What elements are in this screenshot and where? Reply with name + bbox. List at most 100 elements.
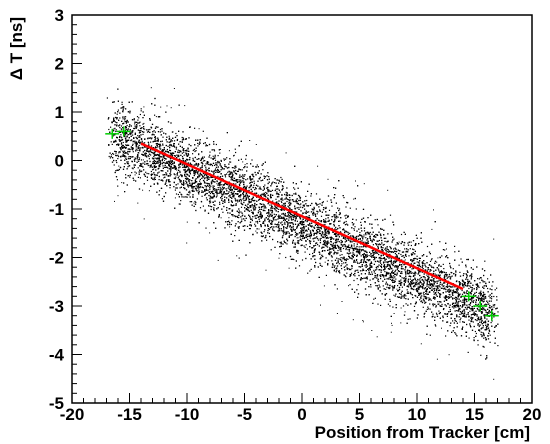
scatter-point [332,231,334,233]
scatter-point [416,282,418,284]
scatter-point [396,296,399,298]
scatter-point [423,282,425,284]
scatter-point [437,292,439,294]
scatter-point [331,237,333,239]
scatter-point [394,261,397,264]
scatter-point [378,261,380,263]
scatter-point [395,261,397,263]
scatter-point [179,171,181,174]
scatter-point [487,303,489,305]
scatter-point [137,167,139,169]
scatter-point [328,252,330,254]
scatter-point [395,278,397,280]
scatter-point [487,301,489,304]
scatter-point [332,231,334,233]
scatter-point [313,233,315,236]
scatter-point [238,226,240,228]
scatter-point [317,244,319,246]
scatter-point [251,218,253,220]
scatter-point [414,285,416,287]
scatter-point [434,292,436,295]
scatter-point [341,235,343,237]
scatter-point [419,278,421,280]
scatter-point [461,301,463,303]
scatter-point [202,173,204,175]
scatter-point [461,289,463,292]
scatter-point [175,193,178,195]
scatter-point [393,238,395,240]
scatter-point [442,287,444,289]
scatter-point [308,215,310,217]
scatter-point [376,244,378,246]
scatter-point [200,159,202,161]
scatter-point [292,222,294,224]
scatter-point [451,275,453,277]
scatter-point [371,265,373,267]
scatter-point [208,191,210,193]
scatter-point [477,344,479,346]
scatter-point [263,187,265,189]
scatter-point [110,141,112,143]
scatter-point [116,179,118,181]
scatter-point [364,265,366,267]
scatter-point [298,206,300,209]
scatter-point [380,274,382,276]
scatter-point [274,209,276,211]
scatter-point [480,290,482,292]
scatter-point [377,280,379,282]
scatter-point [183,184,185,186]
scatter-point [151,157,154,159]
scatter-point [306,221,308,223]
scatter-point [445,275,447,277]
scatter-point [181,174,183,176]
scatter-point [302,237,304,240]
scatter-point [191,187,193,189]
scatter-point [439,296,441,298]
scatter-point [462,312,464,314]
scatter-point [451,293,453,295]
scatter-point [171,131,173,133]
scatter-point [403,241,405,244]
scatter-point [222,211,224,213]
scatter-point [324,221,326,224]
scatter-point [384,298,386,300]
scatter-point [343,256,345,258]
scatter-point [325,257,327,259]
scatter-point [260,235,262,237]
scatter-point [159,131,161,133]
scatter-point [291,219,293,221]
scatter-point [480,333,482,336]
scatter-point [157,162,159,164]
scatter-point [476,287,478,289]
scatter-point [421,285,423,287]
scatter-point [345,248,347,251]
scatter-point [161,198,163,200]
scatter-point [276,191,278,193]
scatter-point [270,227,272,229]
scatter-point [386,286,388,288]
scatter-point [448,275,450,277]
scatter-point [158,161,160,164]
scatter-point [154,178,156,180]
scatter-point [475,299,477,301]
scatter-point [352,240,354,242]
scatter-point [108,128,110,131]
scatter-point [187,180,190,182]
scatter-point [245,158,247,160]
scatter-point [159,148,161,150]
scatter-point [158,153,160,156]
scatter-point [207,169,209,171]
scatter-point [423,291,425,293]
scatter-point [166,173,168,175]
scatter-point [477,278,479,280]
scatter-point [274,182,276,184]
scatter-point [358,262,361,264]
scatter-point [125,122,127,124]
scatter-point [387,262,389,264]
scatter-point [174,165,176,167]
scatter-point [336,269,338,271]
scatter-point [461,293,464,295]
scatter-point [382,285,384,287]
scatter-point [319,241,322,244]
scatter-point [240,190,242,192]
